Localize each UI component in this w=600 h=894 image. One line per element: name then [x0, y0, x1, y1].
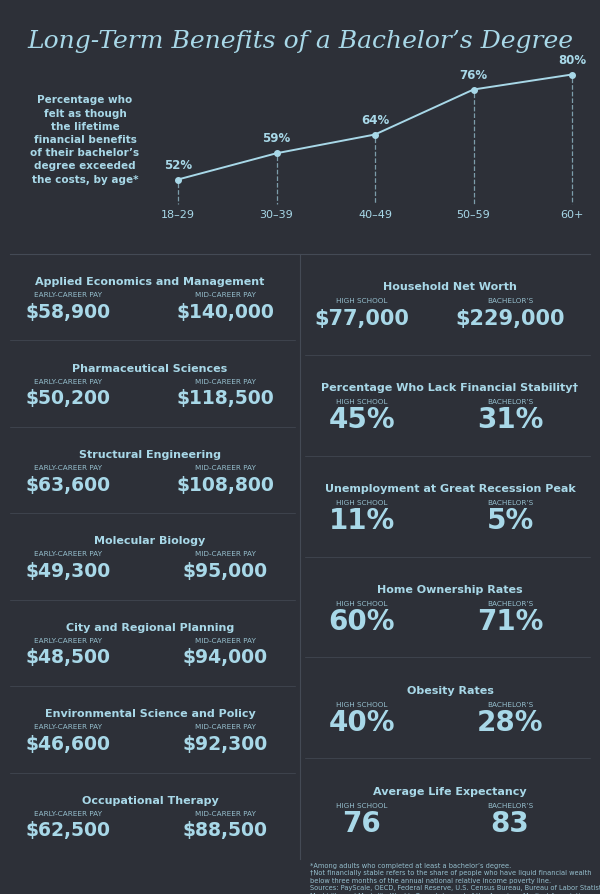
Text: Long-Term Benefits of a Bachelor’s Degree: Long-Term Benefits of a Bachelor’s Degre… [27, 30, 573, 53]
Text: $63,600: $63,600 [25, 475, 110, 494]
Text: BACHELOR’S: BACHELOR’S [487, 600, 533, 606]
Text: EARLY-CAREER PAY: EARLY-CAREER PAY [34, 637, 102, 643]
Text: 83: 83 [491, 809, 529, 837]
Text: HIGH SCHOOL: HIGH SCHOOL [337, 802, 388, 807]
Text: $46,600: $46,600 [25, 734, 110, 753]
Text: HIGH SCHOOL: HIGH SCHOOL [337, 701, 388, 707]
Text: 80%: 80% [558, 54, 586, 66]
Text: EARLY-CAREER PAY: EARLY-CAREER PAY [34, 810, 102, 816]
Text: 40%: 40% [329, 708, 395, 736]
Text: BACHELOR’S: BACHELOR’S [487, 500, 533, 505]
Text: HIGH SCHOOL: HIGH SCHOOL [337, 399, 388, 405]
Text: Applied Economics and Management: Applied Economics and Management [35, 277, 265, 287]
Text: 30–39: 30–39 [260, 210, 293, 220]
Text: $140,000: $140,000 [176, 302, 274, 321]
Text: HIGH SCHOOL: HIGH SCHOOL [337, 600, 388, 606]
Text: Molecular Biology: Molecular Biology [94, 536, 206, 546]
Text: Morbidity and Mortality Weekly Report, Journal of the American Medical Associati: Morbidity and Mortality Weekly Report, J… [310, 892, 589, 894]
Text: Obesity Rates: Obesity Rates [407, 685, 493, 695]
Text: $77,000: $77,000 [314, 309, 409, 329]
Text: Percentage who
felt as though
the lifetime
financial benefits
of their bachelor’: Percentage who felt as though the lifeti… [31, 96, 140, 184]
Text: Pharmaceutical Sciences: Pharmaceutical Sciences [73, 363, 227, 373]
Text: 11%: 11% [329, 507, 395, 535]
Text: $118,500: $118,500 [176, 389, 274, 408]
Text: 60%: 60% [329, 607, 395, 636]
Text: 59%: 59% [262, 132, 290, 145]
Text: MID-CAREER PAY: MID-CAREER PAY [194, 637, 256, 643]
Text: $58,900: $58,900 [25, 302, 110, 321]
Text: 28%: 28% [477, 708, 543, 736]
Text: 18–29: 18–29 [161, 210, 195, 220]
Text: $94,000: $94,000 [182, 648, 268, 667]
Text: $108,800: $108,800 [176, 475, 274, 494]
Text: Household Net Worth: Household Net Worth [383, 283, 517, 292]
Text: Environmental Science and Policy: Environmental Science and Policy [44, 709, 256, 719]
Text: 64%: 64% [361, 114, 389, 126]
Text: EARLY-CAREER PAY: EARLY-CAREER PAY [34, 551, 102, 557]
Text: HIGH SCHOOL: HIGH SCHOOL [337, 298, 388, 304]
Text: EARLY-CAREER PAY: EARLY-CAREER PAY [34, 723, 102, 730]
Text: BACHELOR’S: BACHELOR’S [487, 802, 533, 807]
Text: EARLY-CAREER PAY: EARLY-CAREER PAY [34, 291, 102, 298]
Text: 76%: 76% [460, 69, 488, 81]
Text: BACHELOR’S: BACHELOR’S [487, 399, 533, 405]
Text: Structural Engineering: Structural Engineering [79, 450, 221, 460]
Text: $95,000: $95,000 [182, 561, 268, 580]
Text: 52%: 52% [164, 158, 192, 172]
Text: †Not financially stable refers to the share of people who have liquid financial : †Not financially stable refers to the sh… [310, 870, 592, 875]
Text: EARLY-CAREER PAY: EARLY-CAREER PAY [34, 378, 102, 384]
Text: 45%: 45% [329, 406, 395, 434]
Text: $92,300: $92,300 [182, 734, 268, 753]
Text: MID-CAREER PAY: MID-CAREER PAY [194, 810, 256, 816]
Text: $88,500: $88,500 [182, 821, 268, 839]
Text: 71%: 71% [477, 607, 543, 636]
Text: MID-CAREER PAY: MID-CAREER PAY [194, 465, 256, 470]
Text: 31%: 31% [477, 406, 543, 434]
Text: MID-CAREER PAY: MID-CAREER PAY [194, 378, 256, 384]
Text: 76: 76 [343, 809, 382, 837]
Text: $48,500: $48,500 [25, 648, 110, 667]
Text: EARLY-CAREER PAY: EARLY-CAREER PAY [34, 465, 102, 470]
Text: 40–49: 40–49 [358, 210, 392, 220]
Text: 60+: 60+ [560, 210, 584, 220]
Text: below three months of the annual national relative income poverty line.: below three months of the annual nationa… [310, 877, 551, 883]
Text: Home Ownership Rates: Home Ownership Rates [377, 585, 523, 595]
Text: City and Regional Planning: City and Regional Planning [66, 622, 234, 632]
Text: *Among adults who completed at least a bachelor’s degree.: *Among adults who completed at least a b… [310, 862, 511, 868]
Text: MID-CAREER PAY: MID-CAREER PAY [194, 291, 256, 298]
Text: $50,200: $50,200 [25, 389, 110, 408]
Text: BACHELOR’S: BACHELOR’S [487, 298, 533, 304]
Text: 5%: 5% [487, 507, 533, 535]
Text: 50–59: 50–59 [457, 210, 490, 220]
Text: Occupational Therapy: Occupational Therapy [82, 795, 218, 805]
Text: MID-CAREER PAY: MID-CAREER PAY [194, 723, 256, 730]
Text: $49,300: $49,300 [25, 561, 110, 580]
Text: $62,500: $62,500 [25, 821, 110, 839]
Text: Unemployment at Great Recession Peak: Unemployment at Great Recession Peak [325, 484, 575, 493]
Text: BACHELOR’S: BACHELOR’S [487, 701, 533, 707]
Text: Percentage Who Lack Financial Stability†: Percentage Who Lack Financial Stability† [322, 383, 578, 392]
Text: Average Life Expectancy: Average Life Expectancy [373, 786, 527, 796]
Text: HIGH SCHOOL: HIGH SCHOOL [337, 500, 388, 505]
Text: Sources: PayScale, OECD, Federal Reserve, U.S. Census Bureau, Bureau of Labor St: Sources: PayScale, OECD, Federal Reserve… [310, 884, 600, 890]
Text: $229,000: $229,000 [455, 309, 565, 329]
Text: MID-CAREER PAY: MID-CAREER PAY [194, 551, 256, 557]
